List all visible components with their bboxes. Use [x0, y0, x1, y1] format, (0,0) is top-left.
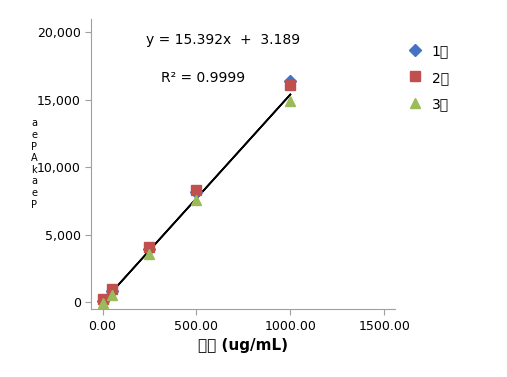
Line: 1차: 1차	[98, 77, 295, 305]
2차	[193, 188, 199, 192]
3차	[193, 198, 199, 203]
Legend: 1차, 2차, 3차: 1차, 2차, 3차	[406, 40, 453, 116]
3차	[99, 301, 105, 306]
2차	[109, 287, 115, 291]
Text: y = 15.392x  +  3.189: y = 15.392x + 3.189	[146, 34, 300, 48]
3차	[287, 98, 294, 103]
1차	[287, 79, 294, 83]
1차	[109, 289, 115, 294]
2차	[147, 245, 153, 249]
3차	[109, 292, 115, 297]
1차	[193, 189, 199, 194]
Line: 2차: 2차	[98, 80, 295, 304]
Y-axis label: a
e
P
A
k
a
e
P: a e P A k a e P	[31, 118, 38, 210]
1차	[99, 299, 105, 303]
Text: R² = 0.9999: R² = 0.9999	[161, 71, 245, 85]
Line: 3차: 3차	[98, 96, 295, 308]
3차	[147, 252, 153, 257]
2차	[287, 83, 294, 87]
2차	[99, 297, 105, 301]
X-axis label: 농도 (ug/mL): 농도 (ug/mL)	[198, 338, 288, 353]
1차	[147, 247, 153, 252]
